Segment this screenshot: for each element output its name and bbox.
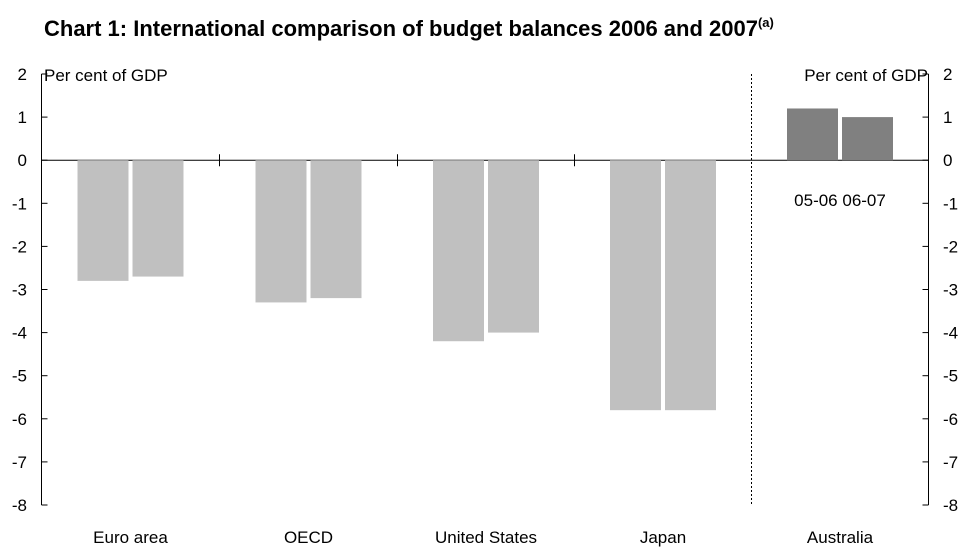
bar-united-states-second (488, 160, 539, 333)
right-y-tick-label: -3 (943, 281, 958, 300)
left-y-tick-label: -6 (12, 410, 27, 429)
category-label: Japan (640, 528, 686, 547)
category-label: United States (435, 528, 537, 547)
labels-layer: 2 2 1 1 0 0 -1 -1 -2 -2 -3 -3 -4 -4 -5 -5 -6 -6 -7 -7 -8 -8 Eu… (12, 65, 958, 547)
left-y-tick-label: -5 (12, 367, 27, 386)
left-axis-unit-label: Per cent of GDP (44, 66, 168, 85)
bar-oecd-first (255, 160, 307, 303)
right-y-tick-label: -2 (943, 237, 958, 256)
category-label: Australia (807, 528, 874, 547)
left-y-tick-label: -1 (12, 194, 27, 213)
bar-japan-second (665, 160, 716, 411)
bar-australia-first (787, 108, 838, 161)
right-y-tick-label: -7 (943, 453, 958, 472)
left-y-tick-label: -8 (12, 496, 27, 515)
right-y-tick-label: 2 (943, 65, 952, 84)
bar-japan-first (610, 160, 661, 411)
bar-euro-area-second (132, 160, 184, 277)
left-y-tick-label: -2 (12, 237, 27, 256)
right-y-tick-label: -5 (943, 367, 958, 386)
left-y-tick-label: 0 (18, 151, 27, 170)
right-y-tick-label: 0 (943, 151, 952, 170)
left-y-tick-label: -7 (12, 453, 27, 472)
left-y-tick-label: -4 (12, 324, 27, 343)
left-y-tick-label: 2 (18, 65, 27, 84)
left-y-tick-label: 1 (18, 108, 27, 127)
right-y-tick-label: -6 (943, 410, 958, 429)
bars-layer (77, 108, 893, 411)
right-y-tick-label: -4 (943, 324, 958, 343)
axes-layer (41, 73, 929, 506)
bar-oecd-second (310, 160, 362, 299)
left-y-tick-label: -3 (12, 281, 27, 300)
chart-title: Chart 1: International comparison of bud… (44, 15, 774, 41)
category-label: OECD (284, 528, 333, 547)
chart-title-superscript: (a) (758, 15, 774, 30)
right-y-tick-label: -8 (943, 496, 958, 515)
australia-bar-labels: 05-06 06-07 (794, 191, 886, 210)
category-label: Euro area (93, 528, 168, 547)
bar-united-states-first (433, 160, 484, 342)
chart-title-main: Chart 1: International comparison of bud… (44, 16, 758, 41)
bar-euro-area-first (77, 160, 129, 281)
right-axis-unit-label: Per cent of GDP (804, 66, 928, 85)
right-y-tick-label: -1 (943, 194, 958, 213)
bar-australia-second (842, 117, 893, 161)
right-y-tick-label: 1 (943, 108, 952, 127)
